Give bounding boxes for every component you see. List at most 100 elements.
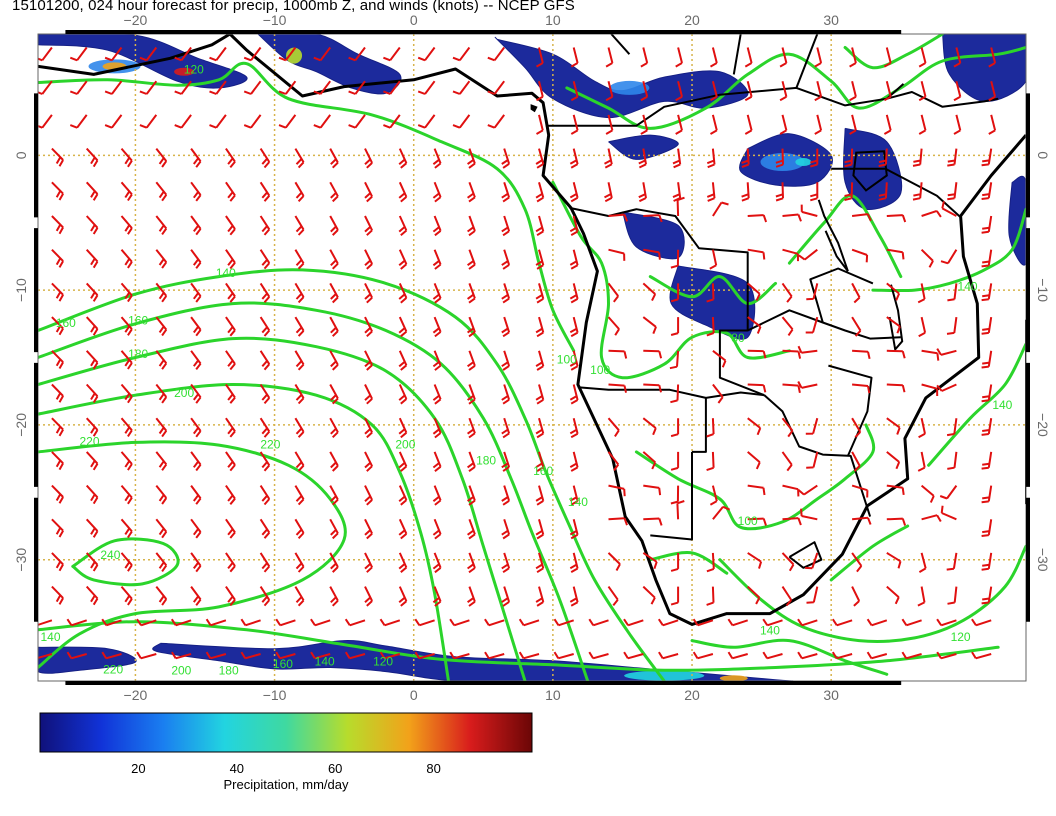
wind-barb [66,618,88,627]
wind-barb [710,47,718,68]
wind-barb [120,518,133,539]
wind-barb [706,317,715,337]
contour-label: 180 [476,453,496,467]
wind-barb [642,552,658,570]
wind-barb [844,148,854,168]
map-axes: −20 −20 −10 −10 0 0 10 10 20 20 30 30 0 0 −10 −10 −20 −20… [13,12,1051,703]
wind-barb [51,350,64,369]
wind-barb [747,417,762,436]
wind-barb [225,316,236,337]
wind-barb [313,46,331,62]
wind-barb [642,282,657,302]
wind-barb [294,350,305,371]
wind-barb [747,214,768,223]
wind-barb [240,651,261,660]
precip-core-5 [609,80,650,95]
wind-barb [569,283,579,304]
wind-barb [797,381,818,389]
precip-region-10 [1008,175,1026,266]
colorbar-tick-label: 40 [230,761,244,776]
wind-barb [569,417,579,439]
wind-barb [535,350,545,371]
wind-barb [190,215,202,236]
wind-barb [294,586,305,607]
wind-barb [348,80,366,95]
wind-barb [313,114,331,129]
precip-core-8 [624,670,705,681]
wind-barb [535,586,545,607]
wind-barb [225,586,236,607]
wind-barb [85,147,99,168]
wind-barb [432,485,442,506]
wind-barb [886,214,907,223]
bottom-lon-tick: 0 [410,687,418,703]
contour-label: 140 [568,495,588,509]
wind-barb [706,283,715,303]
wind-barb [805,417,819,435]
wind-barb [706,182,716,202]
wind-barb [947,283,958,302]
wind-barb [501,249,511,270]
wind-barb [278,114,297,129]
wind-barb [120,181,133,202]
wind-barb [364,586,373,607]
wind-barb [657,618,679,627]
wind-barb [971,651,992,660]
wind-barb [155,383,168,404]
wind-barb [329,350,339,371]
left-lat-tick: 0 [13,151,29,159]
wind-barb [744,80,753,102]
wind-barb [190,181,202,202]
wind-barb [259,282,271,303]
wind-barb [66,651,87,660]
wind-barb [643,349,663,359]
wind-barb [797,484,818,496]
contour-label: 160 [273,657,293,671]
contour-labels: 120 140 160 160 180 200 220 220 200 240 180 160 140 1… [41,63,1013,678]
wind-barb [329,282,339,304]
wind-barb [329,384,339,405]
wind-barb [155,585,168,606]
wind-barb [243,80,262,95]
wind-barb [775,148,784,168]
wind-barb [918,417,926,439]
wind-barb [886,383,906,393]
wind-barb [364,249,373,270]
wind-barb [467,586,476,607]
wind-barb [467,518,476,540]
wind-barb [747,383,767,393]
wind-barb [364,384,373,405]
wind-barb [709,485,718,506]
wind-barb [38,619,53,626]
wind-barb [781,417,794,438]
wind-barb [672,148,682,169]
wind-barb [120,282,133,303]
height-contour-8 [38,620,1000,672]
wind-barb [278,46,297,62]
precip-region-7 [942,34,1026,102]
wind-barb [155,282,168,303]
wind-barb [912,182,923,201]
colorbar: 20 40 60 80 Precipitation, mm/day [39,712,533,792]
wind-barb [432,148,442,169]
wind-barb [240,618,261,627]
wind-barb [536,114,544,135]
wind-barb [640,47,649,68]
wind-barb [501,451,511,472]
country-border-11 [788,541,823,569]
wind-barb [432,417,442,439]
top-lon-tick: 0 [410,12,418,28]
wind-barb [155,215,168,235]
country-border-5 [692,397,707,453]
contour-label: 120 [184,63,204,77]
wind-barb [920,248,934,268]
wind-barb [379,618,401,627]
wind-barb [259,215,271,236]
wind-barb [607,451,620,471]
wind-barb [747,585,761,605]
wind-barb [85,451,99,471]
wind-barb [452,46,471,62]
wind-barb [467,181,476,203]
wind-barb [205,651,227,660]
precip-core-3 [174,67,195,76]
